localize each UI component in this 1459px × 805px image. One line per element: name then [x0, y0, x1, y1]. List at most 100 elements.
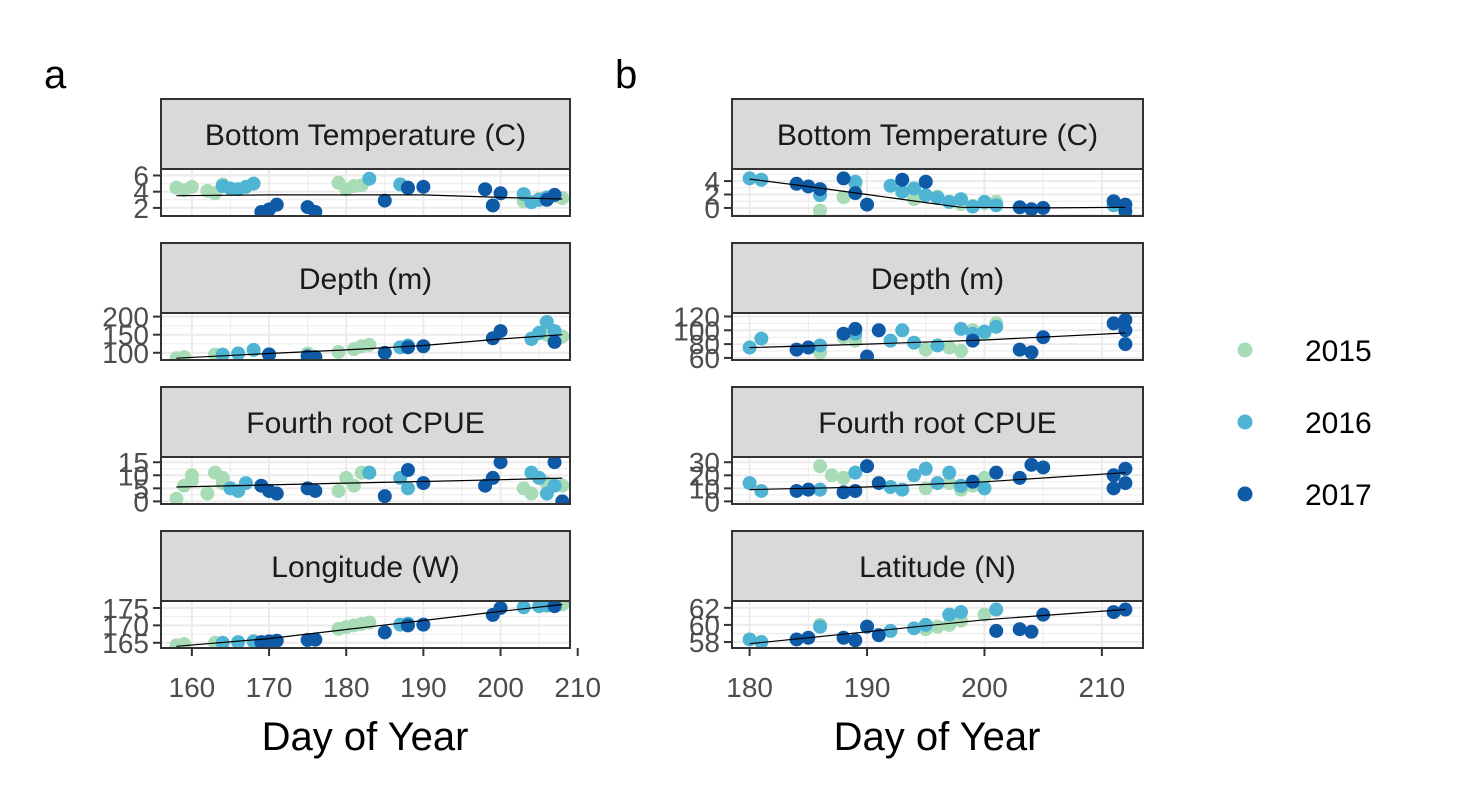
y-tick-label: 60 [689, 610, 720, 641]
point-2017 [801, 340, 816, 355]
point-2016 [742, 171, 757, 186]
panel-border [731, 456, 1144, 505]
y-tick-label: 150 [102, 320, 149, 351]
trend-line [176, 334, 563, 359]
point-2016 [246, 342, 261, 357]
point-2017 [269, 197, 284, 212]
x-tick-label: 160 [169, 672, 216, 703]
y-tick-label: 0 [704, 486, 720, 517]
point-2016 [754, 483, 769, 498]
point-2016 [953, 321, 968, 336]
point-2017 [1106, 481, 1121, 496]
point-2017 [836, 630, 851, 645]
y-tick-label: 30 [689, 447, 720, 478]
strip-label: Fourth root CPUE [818, 407, 1056, 440]
point-2017 [1036, 607, 1051, 622]
point-2016 [742, 632, 757, 647]
point-2017 [377, 345, 392, 360]
point-2016 [907, 181, 922, 196]
point-2016 [918, 188, 933, 203]
point-2017 [485, 470, 500, 485]
point-2016 [930, 190, 945, 205]
points [742, 313, 1133, 360]
y-tick-label: 100 [673, 315, 720, 346]
point-2017 [1118, 337, 1133, 352]
point-2016 [813, 619, 828, 634]
point-2017 [860, 459, 875, 474]
point-2017 [1012, 622, 1027, 637]
point-2017 [308, 632, 323, 647]
point-2017 [377, 193, 392, 208]
point-2017 [547, 457, 562, 470]
panel-letter: b [615, 53, 637, 97]
legend-label: 2016 [1305, 407, 1372, 440]
point-2017 [1118, 476, 1133, 491]
point-2016 [907, 468, 922, 483]
point-2015 [930, 619, 945, 634]
point-2017 [836, 171, 851, 186]
point-2017 [836, 485, 851, 500]
legend: 2015 2016 2017 [1237, 335, 1372, 512]
point-2016 [813, 482, 828, 497]
point-2017 [555, 494, 570, 504]
point-2015 [362, 337, 377, 352]
point-2016 [977, 324, 992, 339]
panel-border [160, 456, 571, 505]
point-2016 [532, 470, 547, 485]
point-2016 [989, 602, 1004, 617]
point-2017 [269, 633, 284, 648]
point-2016 [231, 346, 246, 360]
trend-line [749, 332, 1126, 349]
legend-key [1237, 342, 1253, 358]
point-2016 [918, 461, 933, 476]
point-2017 [871, 323, 886, 338]
x-tick-label: 180 [726, 672, 773, 703]
x-tick-label: 190 [844, 672, 891, 703]
point-2017 [1106, 468, 1121, 483]
point-2017 [1118, 313, 1133, 327]
point-2015 [824, 468, 839, 483]
y-tick-label: 120 [673, 301, 720, 332]
y-tick-label: 80 [689, 329, 720, 360]
point-2017 [789, 176, 804, 191]
strip-label: Bottom Temperature (C) [777, 119, 1098, 152]
point-2015 [215, 470, 230, 485]
legend-item-2015: 2015 [1237, 335, 1372, 368]
point-2015 [977, 607, 992, 622]
trend-line [176, 603, 563, 647]
y-tick-label: 2 [704, 180, 720, 211]
point-2016 [977, 481, 992, 496]
points [169, 457, 570, 504]
y-tick-label: 20 [689, 460, 720, 491]
strip-box [731, 98, 1144, 170]
point-2015 [953, 344, 968, 359]
point-2016 [547, 478, 562, 493]
x-tick-label: 190 [400, 672, 447, 703]
point-2016 [918, 617, 933, 632]
panel-b: b Bottom Temperature (C) 0 24 Depth (m)60801… [615, 53, 1144, 759]
point-2016 [942, 607, 957, 622]
point-2017 [416, 339, 431, 354]
point-2015 [942, 340, 957, 355]
point-2015 [942, 617, 957, 632]
point-2015 [200, 486, 215, 501]
point-2017 [493, 324, 508, 339]
point-2017 [1036, 460, 1051, 475]
point-2015 [346, 478, 361, 493]
y-tick-label: 60 [689, 343, 720, 374]
y-tick-label: 10 [689, 473, 720, 504]
point-2017 [1024, 624, 1039, 639]
points [742, 602, 1133, 648]
y-tick-label: 15 [118, 447, 149, 478]
point-2017 [478, 182, 493, 197]
point-2016 [754, 635, 769, 648]
point-2017 [400, 340, 415, 355]
point-2017 [493, 601, 508, 615]
point-2017 [789, 483, 804, 498]
y-tick-label: 4 [704, 166, 720, 197]
point-2017 [860, 197, 875, 212]
